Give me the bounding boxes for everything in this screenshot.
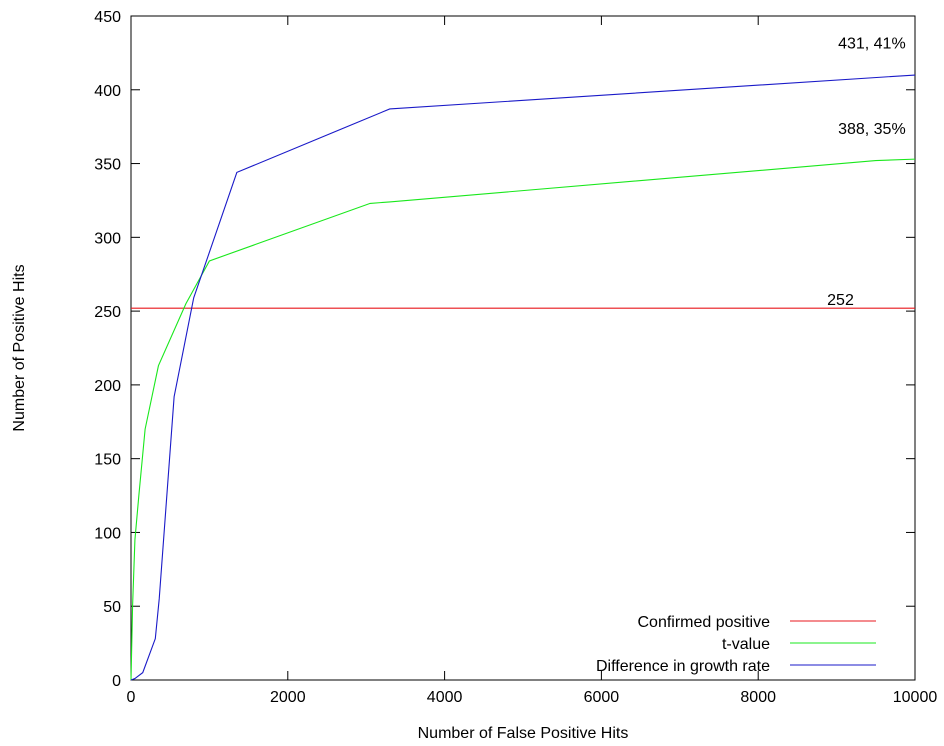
y-tick-label: 150 bbox=[94, 452, 121, 469]
legend: Confirmed positive t-value Difference in g… bbox=[596, 614, 876, 675]
legend-label: Confirmed positive bbox=[638, 614, 771, 631]
annotation-label: 388, 35% bbox=[838, 121, 906, 138]
y-axis-title: Number of Positive Hits bbox=[11, 264, 28, 431]
annotation-label: 252 bbox=[827, 292, 854, 309]
y-tick-label: 300 bbox=[94, 230, 121, 247]
x-tick-label: 4000 bbox=[427, 689, 463, 706]
series-line-1 bbox=[130, 158, 916, 681]
y-tick-label: 350 bbox=[94, 157, 121, 174]
legend-label: t-value bbox=[722, 636, 770, 653]
plot-frame bbox=[130, 15, 916, 681]
series-line-2 bbox=[130, 74, 916, 681]
y-tick-label: 250 bbox=[94, 304, 121, 321]
y-tick-label: 200 bbox=[94, 378, 121, 395]
x-axis-title: Number of False Positive Hits bbox=[418, 725, 629, 742]
legend-label: Difference in growth rate bbox=[596, 658, 770, 675]
x-tick-label: 8000 bbox=[740, 689, 776, 706]
annotations: 431, 41% 388, 35% 252 bbox=[827, 35, 906, 309]
series-lines bbox=[130, 74, 916, 681]
y-tick-label: 400 bbox=[94, 83, 121, 100]
y-tick-label: 50 bbox=[103, 599, 121, 616]
x-tick-label: 6000 bbox=[584, 689, 620, 706]
x-tick-label: 10000 bbox=[893, 689, 938, 706]
x-tick-label: 2000 bbox=[270, 689, 306, 706]
annotation-label: 431, 41% bbox=[838, 35, 906, 52]
x-tick-label: 0 bbox=[127, 689, 136, 706]
y-tick-label: 0 bbox=[112, 673, 121, 690]
y-tick-label: 100 bbox=[94, 525, 121, 542]
axis-ticks: 0 2000 4000 6000 8000 10000 0 50 100 150 200 250 300… bbox=[94, 9, 937, 706]
plot-border bbox=[130, 15, 916, 681]
y-tick-label: 450 bbox=[94, 9, 121, 26]
